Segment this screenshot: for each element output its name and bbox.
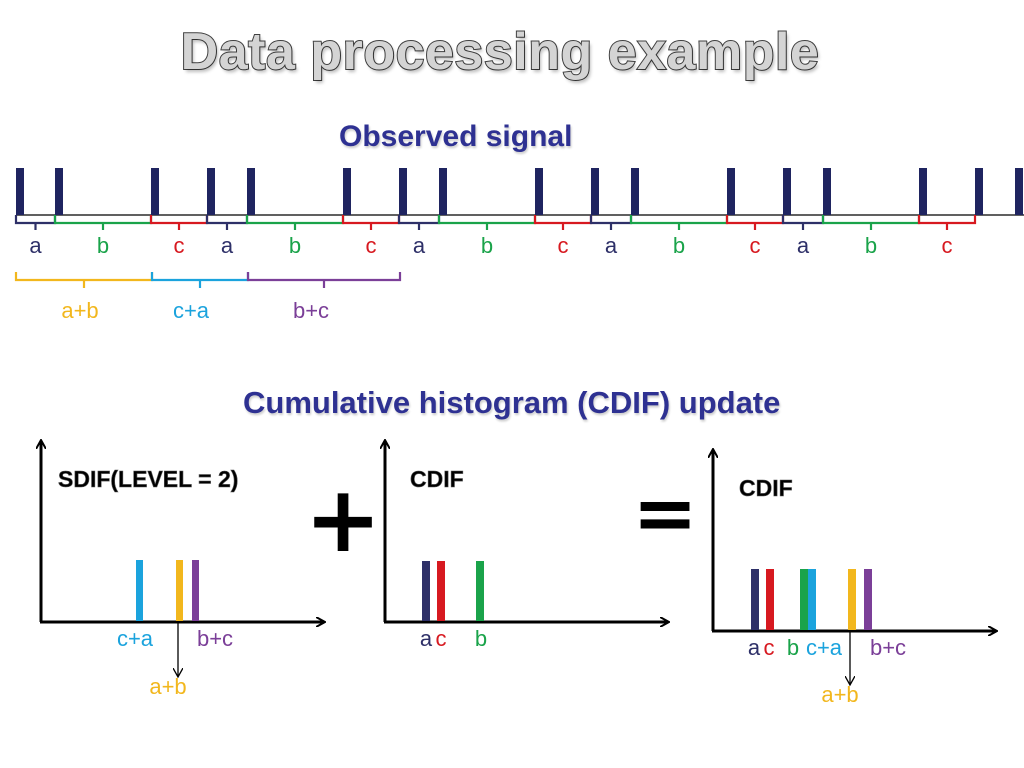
- sdif-label-b-plus-c: b+c: [197, 626, 233, 651]
- interval-label-b: b: [481, 233, 493, 258]
- signal-pulse: [631, 168, 639, 215]
- signal-pulse: [783, 168, 791, 215]
- result-bar-b-plus-c: [864, 569, 872, 630]
- interval-bracket-c: [917, 215, 977, 225]
- interval-bracket-b: [53, 215, 153, 225]
- signal-pulse: [207, 168, 215, 215]
- bracket-c-plus-a: [150, 272, 250, 282]
- interval-bracket-b: [629, 215, 729, 225]
- interval-bracket-b: [437, 215, 537, 225]
- interval-bracket-a: [397, 215, 441, 225]
- cdif-update-heading: Cumulative histogram (CDIF) update: [243, 385, 781, 420]
- signal-pulse: [16, 168, 24, 215]
- sdif-bar-b-plus-c: [192, 560, 199, 621]
- signal-pulse: [535, 168, 543, 215]
- result-label-a-plus-b: a+b: [821, 682, 858, 707]
- sdif-panel-title: SDIF(LEVEL = 2): [58, 466, 238, 492]
- cdif-panel-title: CDIF: [410, 466, 464, 492]
- sdif-label-a-plus-b: a+b: [149, 674, 186, 699]
- interval-bracket-a: [781, 215, 825, 225]
- interval-label-a: a: [797, 233, 810, 258]
- signal-pulse: [1015, 168, 1023, 215]
- signal-pulse: [55, 168, 63, 215]
- result-bar-b: [800, 569, 808, 630]
- interval-bracket-a: [14, 215, 57, 225]
- interval-brackets: [14, 215, 977, 230]
- interval-label-b: b: [97, 233, 109, 258]
- result-label-c-plus-a: c+a: [806, 635, 843, 660]
- result-label-b-plus-c: b+c: [870, 635, 906, 660]
- result-label-b: b: [787, 635, 799, 660]
- interval-label-a: a: [413, 233, 426, 258]
- bracket-b-plus-c: [246, 272, 402, 282]
- cdif-label-a: a: [420, 626, 433, 651]
- interval-bracket-b: [245, 215, 345, 225]
- result-bar-c: [766, 569, 774, 630]
- interval-label-b: b: [865, 233, 877, 258]
- interval-label-a: a: [221, 233, 234, 258]
- result-panel: CDIF a c b c+a b+c a+b: [712, 450, 996, 707]
- sdif-bar-a-plus-b: [176, 560, 183, 621]
- plus-symbol: +: [304, 466, 381, 573]
- page-title: Data processing example: [180, 22, 820, 82]
- bracket-a-plus-b: [14, 272, 154, 282]
- interval-label-c: c: [558, 233, 569, 258]
- signal-pulse: [823, 168, 831, 215]
- signal-pulse: [919, 168, 927, 215]
- sdif-label-c-plus-a: c+a: [117, 626, 154, 651]
- result-label-a: a: [748, 635, 761, 660]
- signal-pulse: [399, 168, 407, 215]
- signal-pulse: [151, 168, 159, 215]
- cdif-bar-c: [437, 561, 445, 621]
- interval-bracket-c: [725, 215, 785, 225]
- signal-pulse: [439, 168, 447, 215]
- interval-label-c: c: [174, 233, 185, 258]
- result-panel-title: CDIF: [739, 475, 793, 501]
- group-label-c-plus-a: c+a: [173, 298, 210, 323]
- signal-pulse: [975, 168, 983, 215]
- signal-pulse: [247, 168, 255, 215]
- interval-bracket-a: [589, 215, 633, 225]
- interval-label-c: c: [942, 233, 953, 258]
- cdif-label-b: b: [475, 626, 487, 651]
- interval-bracket-a: [205, 215, 249, 225]
- result-bar-a: [751, 569, 759, 630]
- cdif-label-c: c: [436, 626, 447, 651]
- result-bar-c-plus-a: [808, 569, 816, 630]
- signal-pulse: [591, 168, 599, 215]
- signal-pulse: [727, 168, 735, 215]
- observed-signal-heading: Observed signal: [339, 120, 573, 153]
- cdif-panel: CDIF a c b: [384, 441, 668, 651]
- interval-bracket-c: [149, 215, 209, 225]
- interval-bracket-c: [533, 215, 593, 225]
- equals-symbol: =: [632, 469, 697, 559]
- group-label-b-plus-c: b+c: [293, 298, 329, 323]
- result-bar-a-plus-b: [848, 569, 856, 630]
- sdif-panel: SDIF(LEVEL = 2) c+a b+c a+b: [40, 441, 324, 699]
- group-label-a-plus-b: a+b: [61, 298, 98, 323]
- signal-pulses: [16, 168, 1023, 215]
- sdif-bar-c-plus-a: [136, 560, 143, 621]
- interval-label-b: b: [289, 233, 301, 258]
- cdif-bar-a: [422, 561, 430, 621]
- interval-label-b: b: [673, 233, 685, 258]
- interval-label-a: a: [605, 233, 618, 258]
- result-label-c: c: [764, 635, 775, 660]
- interval-label-c: c: [366, 233, 377, 258]
- interval-label-a: a: [29, 233, 42, 258]
- signal-pulse: [343, 168, 351, 215]
- interval-bracket-c: [341, 215, 401, 225]
- interval-bracket-b: [821, 215, 921, 225]
- cdif-bar-b: [476, 561, 484, 621]
- interval-label-c: c: [750, 233, 761, 258]
- group-brackets: [14, 272, 402, 288]
